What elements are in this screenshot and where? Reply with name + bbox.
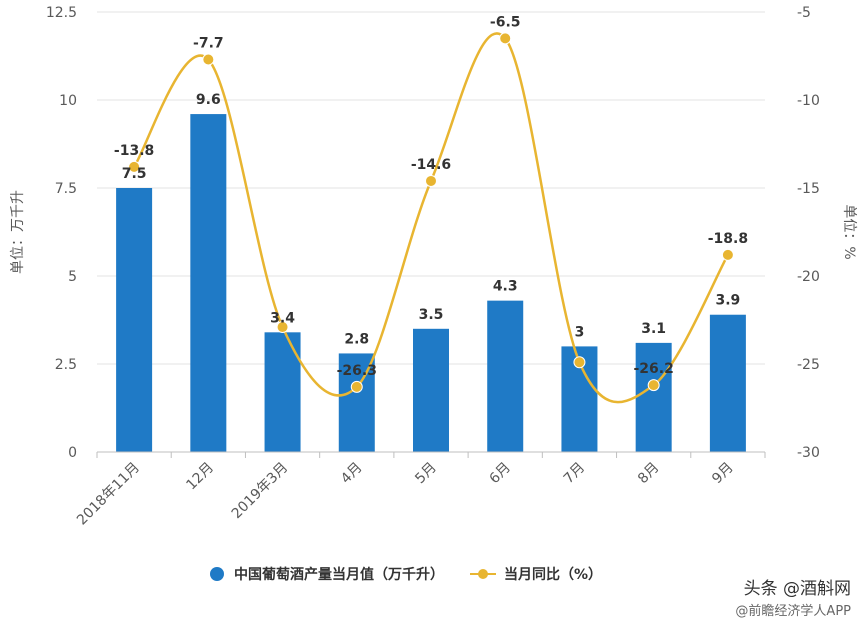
line-point — [647, 379, 660, 392]
line-value-label: -6.5 — [490, 14, 521, 30]
watermark-source: 头条 @酒斛网 — [743, 579, 851, 599]
bar-value-label: 3.9 — [715, 293, 740, 309]
bar-value-label: 7.5 — [122, 166, 147, 182]
line-point — [276, 321, 289, 334]
x-tick-label: 5月 — [412, 460, 440, 488]
y-left-tick-label: 12.5 — [46, 5, 77, 21]
line-value-label: -14.6 — [411, 157, 451, 173]
y-right-tick-label: -30 — [797, 445, 820, 461]
x-tick-label: 2019年3月 — [229, 460, 292, 523]
bar-value-label: 3 — [575, 324, 585, 340]
line-point — [350, 380, 363, 393]
bar-value-label: 2.8 — [344, 331, 369, 347]
x-tick-label: 6月 — [487, 460, 515, 488]
y-right-tick-label: -10 — [797, 93, 820, 109]
line-point — [202, 53, 215, 66]
y-left-tick-label: 7.5 — [55, 181, 77, 197]
line-value-label: -13.8 — [114, 143, 154, 159]
y-right-tick-label: -5 — [797, 5, 811, 21]
line-point — [499, 32, 512, 45]
y-right-tick-label: -25 — [797, 357, 820, 373]
y-left-tick-label: 10 — [59, 93, 77, 109]
data-labels: 7.5 9.6 3.4 2.8 3.5 4.3 3 3.1 3.9 -13.8 -7.7 -26.3 -… — [114, 14, 748, 378]
x-tick-label: 7月 — [561, 460, 589, 488]
bar-value-label: 3.1 — [641, 321, 666, 337]
x-tick-label: 4月 — [338, 460, 366, 488]
legend-item-bar: 中国葡萄酒产量当月值（万千升） — [210, 564, 444, 584]
y-left-tick-label: 2.5 — [55, 357, 77, 373]
legend: 中国葡萄酒产量当月值（万千升） 当月同比（%） — [210, 564, 628, 584]
line-value-label: -26.2 — [633, 361, 673, 377]
bar-value-label: 3.4 — [270, 310, 295, 326]
legend-item-line: 当月同比（%） — [470, 564, 602, 584]
line-point — [425, 174, 437, 187]
y-right-tick-label: -20 — [797, 269, 820, 285]
line-point — [721, 248, 734, 261]
y-axis-right-title: 单位：% — [841, 204, 857, 259]
bar-value-label: 4.3 — [493, 279, 518, 295]
legend-line-label: 当月同比（%） — [504, 567, 603, 583]
bar — [116, 188, 153, 452]
line-value-label: -18.8 — [708, 231, 748, 247]
x-tick-label: 9月 — [709, 460, 737, 488]
bar — [190, 114, 227, 452]
legend-bar-swatch — [210, 567, 224, 581]
line-point — [128, 160, 141, 173]
y-left-tick-label: 0 — [68, 445, 77, 461]
x-tick-label: 8月 — [635, 460, 663, 488]
legend-line-swatch — [470, 567, 496, 581]
y-left-tick-label: 5 — [68, 269, 77, 285]
bar-value-label: 9.6 — [196, 92, 221, 108]
bar-value-label: 3.5 — [419, 307, 444, 323]
bar — [709, 314, 746, 452]
legend-bar-label: 中国葡萄酒产量当月值（万千升） — [234, 567, 444, 583]
y-axis-left-title: 单位：万千升 — [10, 190, 26, 274]
bar — [413, 328, 449, 452]
bar — [635, 342, 672, 452]
line-series — [128, 32, 734, 404]
bar — [487, 300, 524, 452]
y-right-tick-label: -15 — [797, 181, 820, 197]
bar-series — [116, 114, 746, 452]
line-point — [573, 356, 586, 369]
watermark-subsource: @前瞻经济学人APP — [735, 604, 851, 619]
x-tick-label: 12月 — [183, 460, 217, 494]
line-value-label: -7.7 — [193, 36, 224, 52]
x-tick-label: 2018年11月 — [74, 460, 143, 529]
line-value-label: -26.3 — [337, 363, 377, 379]
